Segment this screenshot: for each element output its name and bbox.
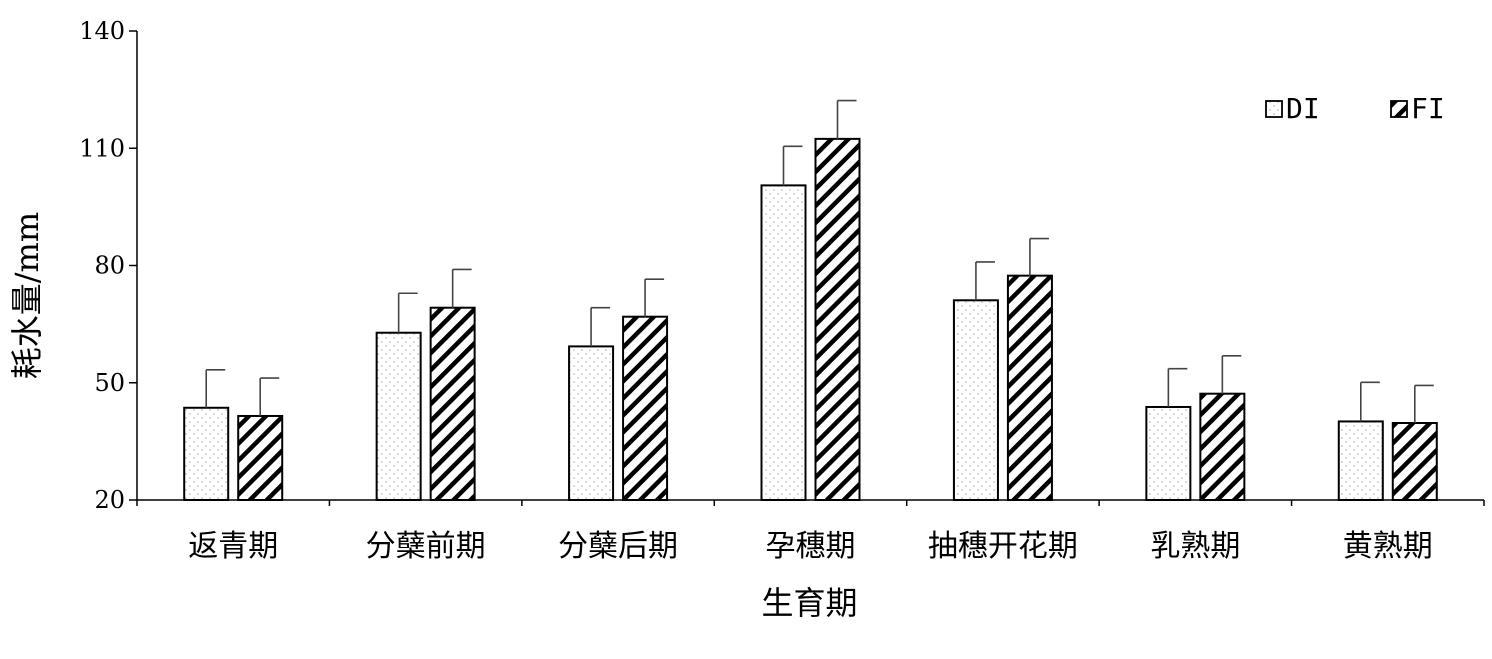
category-label: 返青期 bbox=[188, 529, 278, 564]
bar-di bbox=[183, 406, 230, 501]
category-label: 分蘖后期 bbox=[558, 529, 678, 564]
category-label: 黄熟期 bbox=[1343, 529, 1433, 564]
bar-fi bbox=[1391, 422, 1438, 501]
labels: 20 50 80 110 140 返青期 分蘖前期 分蘖后期 孕穗期 抽穗开花期 乳熟期 黄熟期生育期… bbox=[8, 17, 1433, 622]
x-axis-title: 生育期 bbox=[761, 584, 857, 622]
legend-swatch-di bbox=[1265, 100, 1283, 118]
y-tick-label: 80 bbox=[94, 252, 125, 280]
bar-di bbox=[760, 184, 807, 501]
y-tick-label: 20 bbox=[94, 486, 125, 514]
legend: DI FI bbox=[1265, 92, 1445, 125]
bar-fi bbox=[622, 315, 669, 501]
bar-di bbox=[1145, 405, 1192, 501]
category-label: 抽穗开花期 bbox=[928, 529, 1078, 564]
legend-swatch-fi bbox=[1390, 100, 1408, 118]
bar-fi bbox=[1006, 274, 1053, 501]
bar-fi bbox=[814, 137, 861, 501]
category-label: 乳熟期 bbox=[1150, 529, 1240, 564]
bars bbox=[183, 99, 1438, 502]
legend-label-fi: FI bbox=[1411, 92, 1445, 125]
axes bbox=[129, 30, 1485, 506]
y-tick-label: 140 bbox=[79, 17, 125, 45]
bar-di bbox=[568, 345, 615, 501]
y-axis-title: 耗水量/mm bbox=[8, 212, 46, 379]
bar-di bbox=[1337, 420, 1384, 502]
category-label: 分蘖前期 bbox=[366, 529, 486, 564]
y-tick-label: 110 bbox=[79, 134, 125, 162]
bar-fi bbox=[429, 306, 476, 501]
y-tick-label: 50 bbox=[94, 369, 125, 397]
bar-fi bbox=[1199, 392, 1246, 501]
legend-label-di: DI bbox=[1286, 92, 1320, 125]
bar-di bbox=[375, 331, 422, 501]
category-label: 孕穗期 bbox=[766, 529, 856, 564]
bar-fi bbox=[237, 414, 284, 501]
bar-di bbox=[952, 299, 999, 502]
